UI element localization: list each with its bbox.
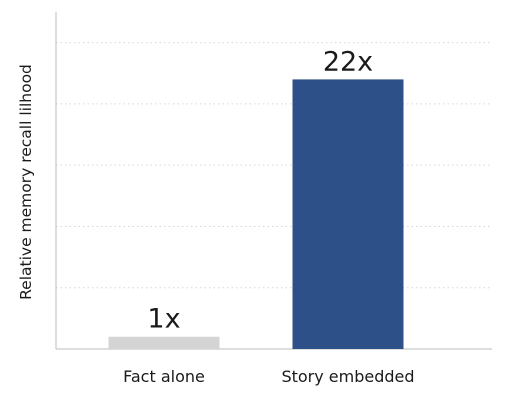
y-axis-title: Relative memory recall lilhood	[17, 64, 35, 300]
data-label: 22x	[323, 46, 373, 77]
x-tick-label: Story embedded	[281, 367, 414, 386]
x-tick-labels: Fact alone Story embedded	[123, 367, 414, 386]
x-tick-label: Fact alone	[123, 367, 205, 386]
bar-story-embedded	[292, 79, 404, 350]
bars	[108, 79, 404, 350]
data-labels: 1x 22x	[147, 46, 373, 334]
data-label: 1x	[147, 304, 180, 335]
bar-fact-alone	[108, 336, 220, 349]
gridlines	[56, 42, 492, 289]
